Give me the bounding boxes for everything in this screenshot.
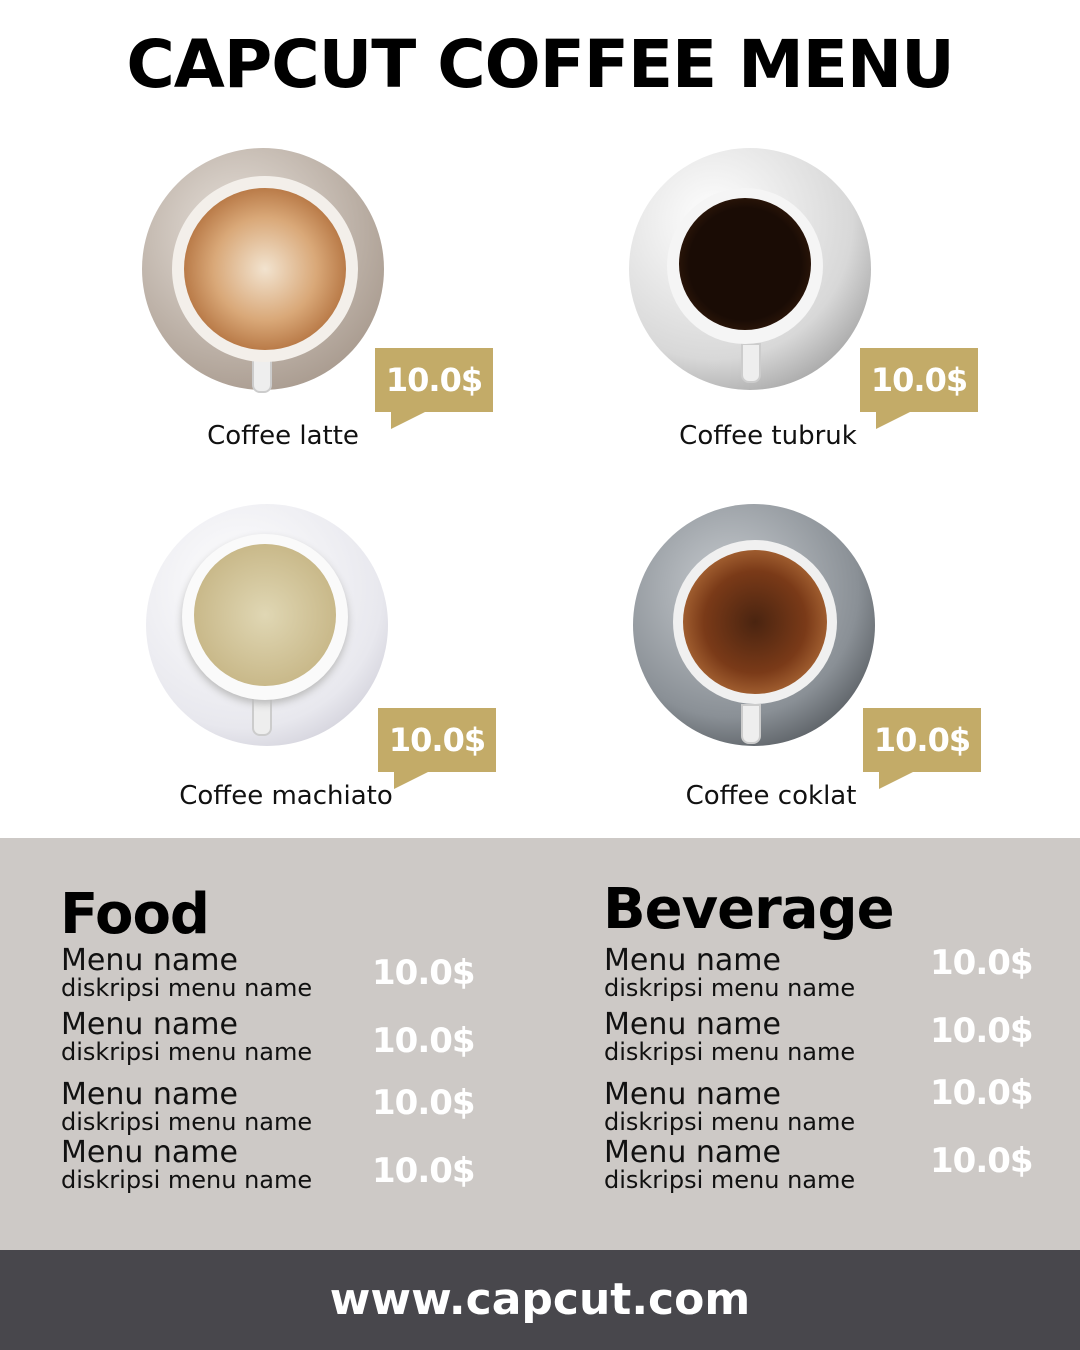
menu-panel — [0, 838, 1080, 1250]
product-name: Coffee coklat — [685, 781, 857, 811]
food-item-price: 10.0$ — [372, 953, 476, 993]
food-item-price: 10.0$ — [372, 1083, 476, 1123]
beverage-item-description: diskripsi menu name — [604, 974, 856, 1002]
food-item-description: diskripsi menu name — [61, 1108, 313, 1136]
coffee-tubruk-image — [629, 148, 871, 390]
price-tag: 10.0$ — [375, 348, 493, 429]
price-tag: 10.0$ — [860, 348, 978, 429]
beverage-item-price: 10.0$ — [930, 1141, 1034, 1181]
food-item-price: 10.0$ — [372, 1021, 476, 1061]
coffee-coklat-image — [633, 504, 875, 746]
food-item-name: Menu name — [61, 943, 238, 978]
beverage-item-description: diskripsi menu name — [604, 1166, 856, 1194]
beverage-item-name: Menu name — [604, 1007, 781, 1042]
food-item-description: diskripsi menu name — [61, 1038, 313, 1066]
beverage-item-price: 10.0$ — [930, 1073, 1034, 1113]
beverage-heading: Beverage — [603, 877, 895, 942]
beverage-item-name: Menu name — [604, 1077, 781, 1112]
product-name: Coffee latte — [207, 421, 359, 451]
food-item-price: 10.0$ — [372, 1151, 476, 1191]
product-name: Coffee machiato — [179, 781, 393, 811]
coffee-latte-image — [142, 148, 384, 393]
page-title: CAPCUT COFFEE MENU — [126, 26, 954, 103]
product-name: Coffee tubruk — [679, 421, 857, 451]
beverage-item-price: 10.0$ — [930, 943, 1034, 983]
price-tag: 10.0$ — [863, 708, 981, 789]
food-item-name: Menu name — [61, 1077, 238, 1112]
food-item-description: diskripsi menu name — [61, 974, 313, 1002]
beverage-item-name: Menu name — [604, 943, 781, 978]
beverage-item-description: diskripsi menu name — [604, 1108, 856, 1136]
website-url[interactable]: www.capcut.com — [0, 1250, 1080, 1350]
beverage-item-description: diskripsi menu name — [604, 1038, 856, 1066]
price-tag: 10.0$ — [378, 708, 496, 789]
food-item-name: Menu name — [61, 1135, 238, 1170]
beverage-item-name: Menu name — [604, 1135, 781, 1170]
food-heading: Food — [60, 882, 210, 947]
food-item-description: diskripsi menu name — [61, 1166, 313, 1194]
beverage-item-price: 10.0$ — [930, 1011, 1034, 1051]
coffee-machiato-image — [146, 504, 388, 746]
food-item-name: Menu name — [61, 1007, 238, 1042]
